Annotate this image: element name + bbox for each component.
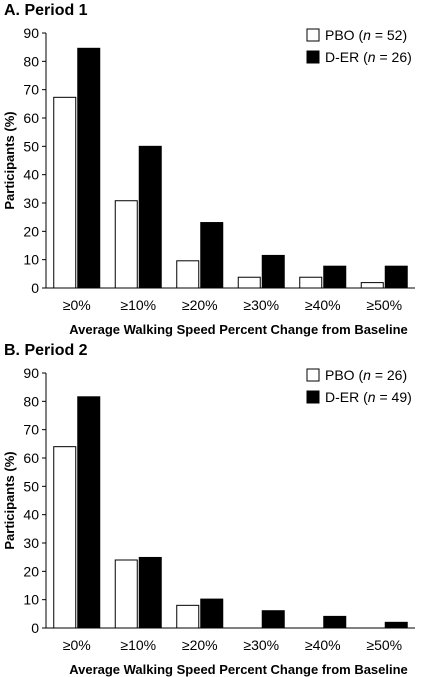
x-tick-label: ≥50% — [366, 637, 402, 653]
y-tick-label: 20 — [23, 563, 39, 579]
y-tick-label: 30 — [23, 195, 39, 211]
bar-d-er — [384, 265, 408, 289]
bar-d-er — [200, 598, 224, 629]
bar-d-er — [77, 396, 101, 629]
y-tick-label: 0 — [31, 620, 39, 636]
bar-d-er — [261, 254, 285, 289]
bar-d-er — [77, 47, 101, 289]
bar-pbo — [176, 604, 200, 629]
x-tick-label: ≥30% — [243, 297, 279, 313]
legend-swatch-d-er — [306, 390, 320, 404]
bar-d-er — [200, 222, 224, 289]
legend-label: D-ER (n = 49) — [325, 389, 412, 405]
chart-panel-period-1: A. Period 1 0 10 20 30 40 50 60 70 80 90 Participa… — [0, 0, 421, 337]
legend-swatch-d-er — [306, 50, 320, 64]
x-axis-label: Average Walking Speed Percent Change fro… — [69, 322, 408, 337]
bar-d-er — [323, 615, 347, 629]
bar-pbo — [53, 96, 77, 289]
y-tick-label: 10 — [23, 252, 39, 268]
y-tick-label: 40 — [23, 507, 39, 523]
bar-pbo — [114, 559, 138, 629]
chart-title: B. Period 2 — [4, 342, 88, 359]
x-axis-label: Average Walking Speed Percent Change fro… — [69, 662, 408, 677]
y-tick-label: 90 — [23, 25, 39, 41]
bar-pbo — [299, 276, 323, 289]
y-tick-label: 80 — [23, 53, 39, 69]
legend-label: PBO (n = 52) — [325, 27, 407, 43]
bar-d-er — [323, 265, 347, 289]
legend-label: PBO (n = 26) — [325, 367, 407, 383]
bar-pbo — [237, 276, 261, 289]
bar-d-er — [138, 145, 162, 289]
bar-pbo — [53, 446, 77, 629]
chart-title: A. Period 1 — [4, 2, 88, 19]
y-tick-label: 70 — [23, 422, 39, 438]
x-tick-label: ≥40% — [305, 297, 341, 313]
legend-swatch-pbo — [306, 28, 320, 42]
y-tick-label: 0 — [31, 280, 39, 296]
y-tick-label: 60 — [23, 450, 39, 466]
bar-pbo — [176, 260, 200, 289]
y-tick-label: 50 — [23, 478, 39, 494]
x-tick-label: ≥10% — [120, 637, 156, 653]
y-tick-label: 70 — [23, 82, 39, 98]
x-tick-label: ≥40% — [305, 637, 341, 653]
bar-pbo — [114, 200, 138, 289]
x-tick-label: ≥20% — [182, 297, 218, 313]
x-tick-label: ≥0% — [63, 637, 91, 653]
chart-panel-period-2: B. Period 2 0 10 20 30 40 50 60 70 80 90 Participa… — [0, 340, 421, 677]
x-tick-label: ≥20% — [182, 637, 218, 653]
y-axis-label: Participants (%) — [2, 451, 17, 549]
y-tick-label: 20 — [23, 223, 39, 239]
bar-chart-period-2: 0 10 20 30 40 50 60 70 80 90 Participants (%) ≥0% ≥1… — [2, 365, 415, 677]
bar-pbo — [360, 282, 384, 289]
y-axis-label: Participants (%) — [2, 111, 17, 209]
x-tick-label: ≥50% — [366, 297, 402, 313]
y-tick-label: 10 — [23, 592, 39, 608]
y-tick-label: 80 — [23, 393, 39, 409]
y-tick-label: 60 — [23, 110, 39, 126]
bar-chart-period-1: 0 10 20 30 40 50 60 70 80 90 Participants (%) ≥0% ≥1… — [2, 25, 415, 337]
y-tick-label: 30 — [23, 535, 39, 551]
bar-d-er — [384, 621, 408, 629]
legend-swatch-pbo — [306, 368, 320, 382]
legend-label: D-ER (n = 26) — [325, 49, 412, 65]
y-tick-label: 90 — [23, 365, 39, 381]
x-tick-label: ≥30% — [243, 637, 279, 653]
x-tick-label: ≥0% — [63, 297, 91, 313]
y-tick-label: 40 — [23, 167, 39, 183]
x-tick-label: ≥10% — [120, 297, 156, 313]
bar-d-er — [138, 556, 162, 629]
y-tick-label: 50 — [23, 138, 39, 154]
bar-d-er — [261, 610, 285, 629]
